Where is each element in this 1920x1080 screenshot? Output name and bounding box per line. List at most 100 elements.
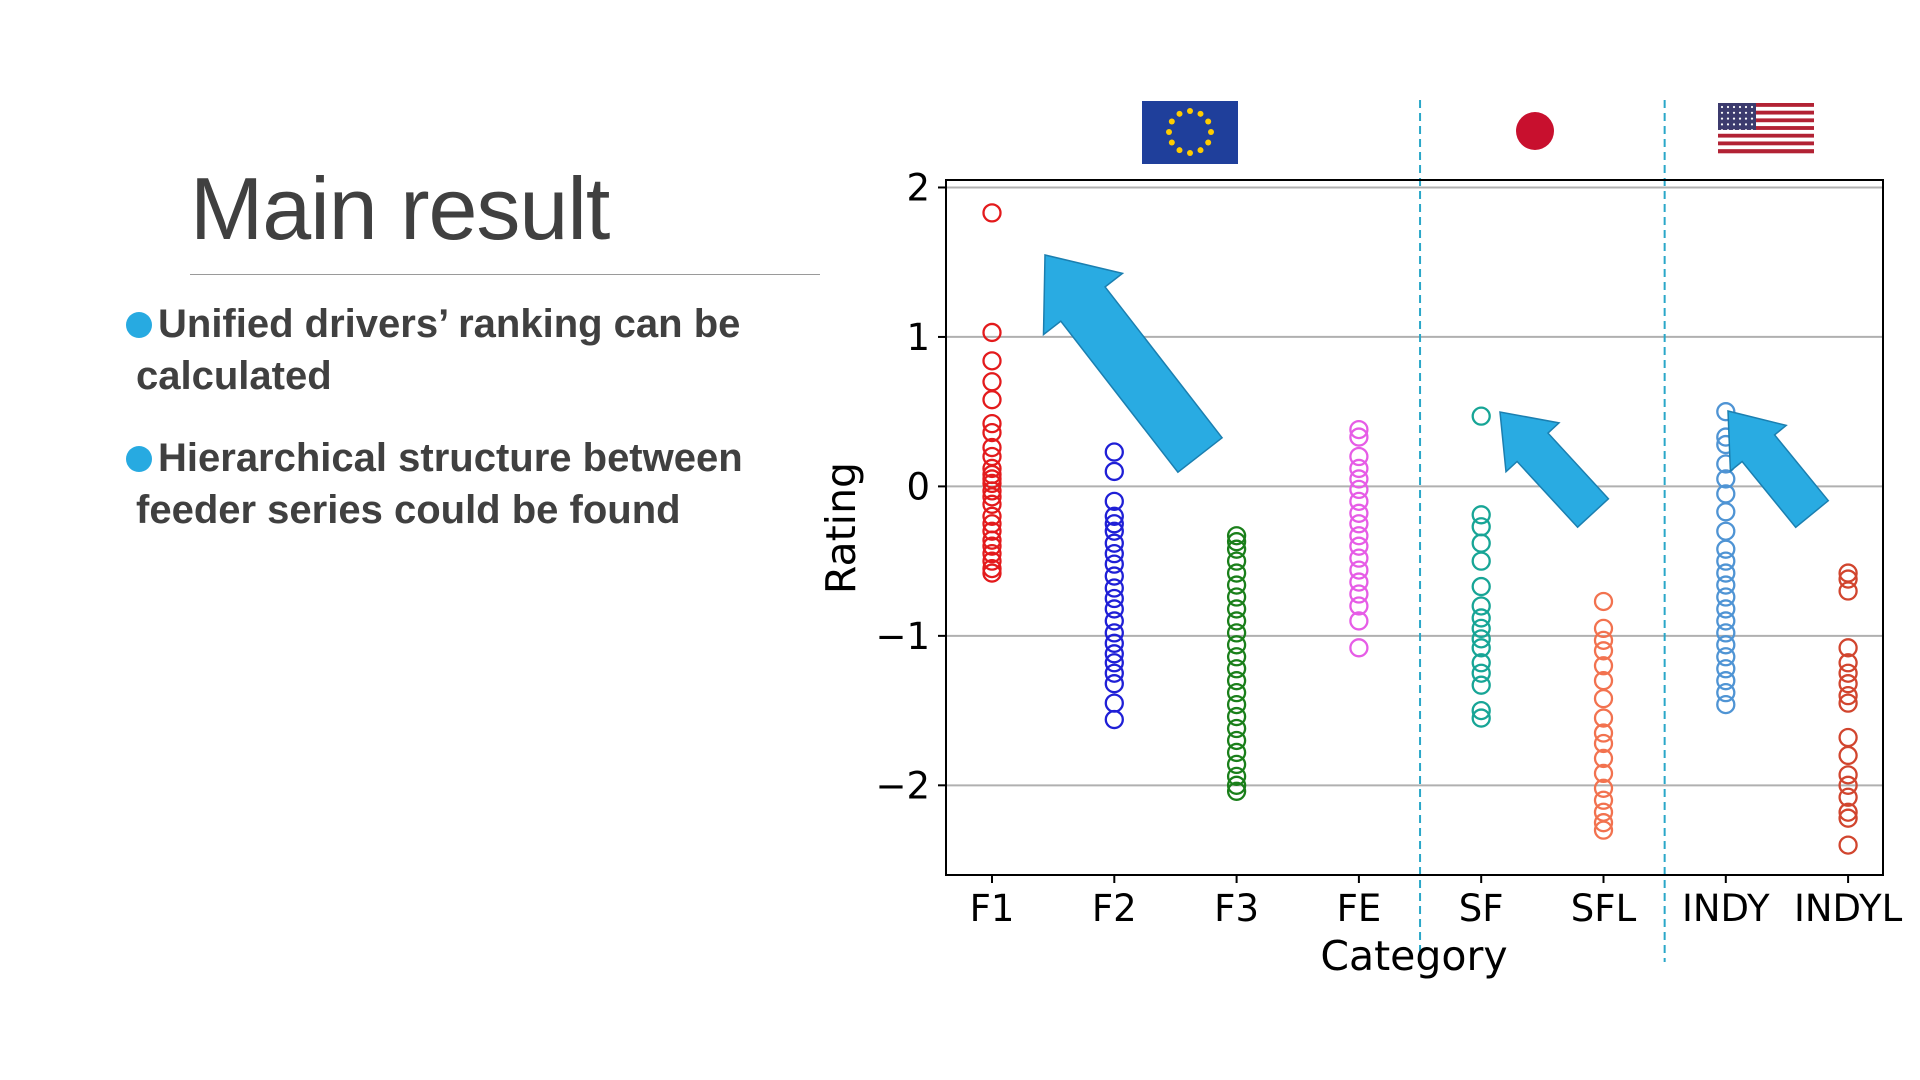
data-point	[1226, 647, 1247, 667]
data-point	[982, 530, 1002, 550]
us-star-icon	[1750, 123, 1754, 126]
data-point	[1104, 521, 1124, 541]
data-point	[1471, 708, 1491, 728]
x-tick-label: F2	[1092, 887, 1137, 930]
x-tick-label: SFL	[1571, 887, 1637, 930]
bullet-dot-icon	[126, 312, 152, 338]
y-tick-label: 2	[906, 166, 930, 209]
us-star-icon	[1720, 105, 1724, 109]
data-point	[1349, 469, 1369, 489]
us-star-icon	[1726, 117, 1730, 120]
data-point	[1838, 653, 1858, 673]
data-point	[982, 481, 1002, 501]
data-point	[1104, 578, 1124, 598]
data-point	[1838, 765, 1858, 785]
us-star-icon	[1750, 117, 1754, 120]
data-point	[1349, 584, 1369, 604]
data-point	[982, 494, 1002, 514]
eu-star-icon	[1197, 110, 1204, 117]
eu-star-icon	[1166, 129, 1172, 135]
data-point	[982, 473, 1002, 494]
data-point	[1104, 533, 1124, 553]
data-point	[1716, 635, 1736, 655]
data-point	[1716, 563, 1736, 583]
data-point	[1104, 514, 1124, 534]
data-point	[1104, 611, 1124, 631]
data-point	[982, 422, 1002, 443]
eu-star-icon	[1187, 150, 1193, 156]
us-star-icon	[1732, 105, 1736, 109]
data-point	[1104, 566, 1124, 586]
data-point	[1226, 742, 1247, 763]
data-point	[1838, 775, 1858, 795]
data-point	[1226, 659, 1247, 679]
us-star-icon	[1744, 117, 1748, 120]
data-point	[1226, 635, 1247, 655]
us-star-icon	[1744, 111, 1748, 114]
region-dividers	[1419, 100, 1666, 962]
us-stripe	[1718, 145, 1814, 150]
x-axis-ticks: F1 F2 F3 FE SF SFL INDY INDYL	[970, 875, 1903, 930]
us-stripe	[1718, 141, 1814, 146]
data-point	[1471, 629, 1491, 649]
data-point	[1716, 587, 1736, 607]
trend-arrow-icon	[1042, 254, 1224, 474]
data-point	[1838, 663, 1858, 683]
us-stripe	[1718, 129, 1814, 135]
us-star-icon	[1750, 111, 1754, 114]
data-point	[1104, 653, 1124, 673]
data-point	[1593, 688, 1614, 709]
us-star-icon	[1720, 123, 1724, 126]
data-point	[1226, 683, 1247, 703]
us-stripe	[1718, 122, 1814, 127]
data-point	[1104, 674, 1124, 694]
data-point	[1838, 693, 1858, 713]
data-point	[1716, 623, 1736, 643]
data-point	[982, 203, 1002, 223]
x-axis-label: Category	[1320, 932, 1507, 980]
us-star-icon	[1732, 117, 1736, 120]
data-point	[1593, 790, 1614, 810]
data-point	[1226, 754, 1247, 775]
data-point	[1349, 479, 1369, 500]
data-point	[1104, 693, 1124, 713]
data-point	[982, 487, 1002, 507]
data-point	[1349, 596, 1369, 616]
us-stripe	[1718, 114, 1814, 119]
data-point	[1593, 641, 1614, 661]
data-point	[982, 372, 1002, 392]
data-point	[1226, 551, 1247, 571]
data-point	[1471, 596, 1491, 616]
eu-star-icon	[1168, 118, 1175, 125]
us-star-icon	[1738, 105, 1742, 109]
eu-star-icon	[1205, 139, 1212, 146]
us-star-icon	[1738, 123, 1742, 126]
data-point	[1471, 576, 1491, 597]
us-star-icon	[1732, 129, 1736, 132]
data-point	[1349, 526, 1369, 546]
data-point	[1838, 569, 1858, 589]
data-point	[982, 536, 1002, 556]
bullet-text: Unified drivers’ ranking can be calculat…	[136, 302, 741, 398]
eu-star-icon	[1205, 118, 1212, 125]
trend-arrow-icon	[1499, 411, 1610, 529]
data-point	[1104, 599, 1124, 619]
us-star-icon	[1738, 129, 1742, 132]
data-point	[1838, 802, 1858, 822]
data-point	[1716, 402, 1736, 422]
data-point	[1838, 727, 1858, 748]
data-point	[1593, 778, 1614, 798]
data-point	[1349, 536, 1369, 556]
data-point	[1226, 706, 1247, 727]
data-point	[982, 521, 1002, 541]
data-point	[1104, 633, 1124, 653]
us-stripe	[1718, 106, 1814, 111]
eu-star-icon	[1176, 110, 1183, 117]
us-star-icon	[1726, 111, 1730, 114]
x-tick-label: INDY	[1682, 887, 1770, 930]
title-divider	[190, 274, 820, 275]
us-stripe	[1718, 137, 1814, 142]
data-point	[1104, 461, 1124, 482]
data-point	[1104, 623, 1124, 643]
data-point	[1716, 521, 1736, 541]
